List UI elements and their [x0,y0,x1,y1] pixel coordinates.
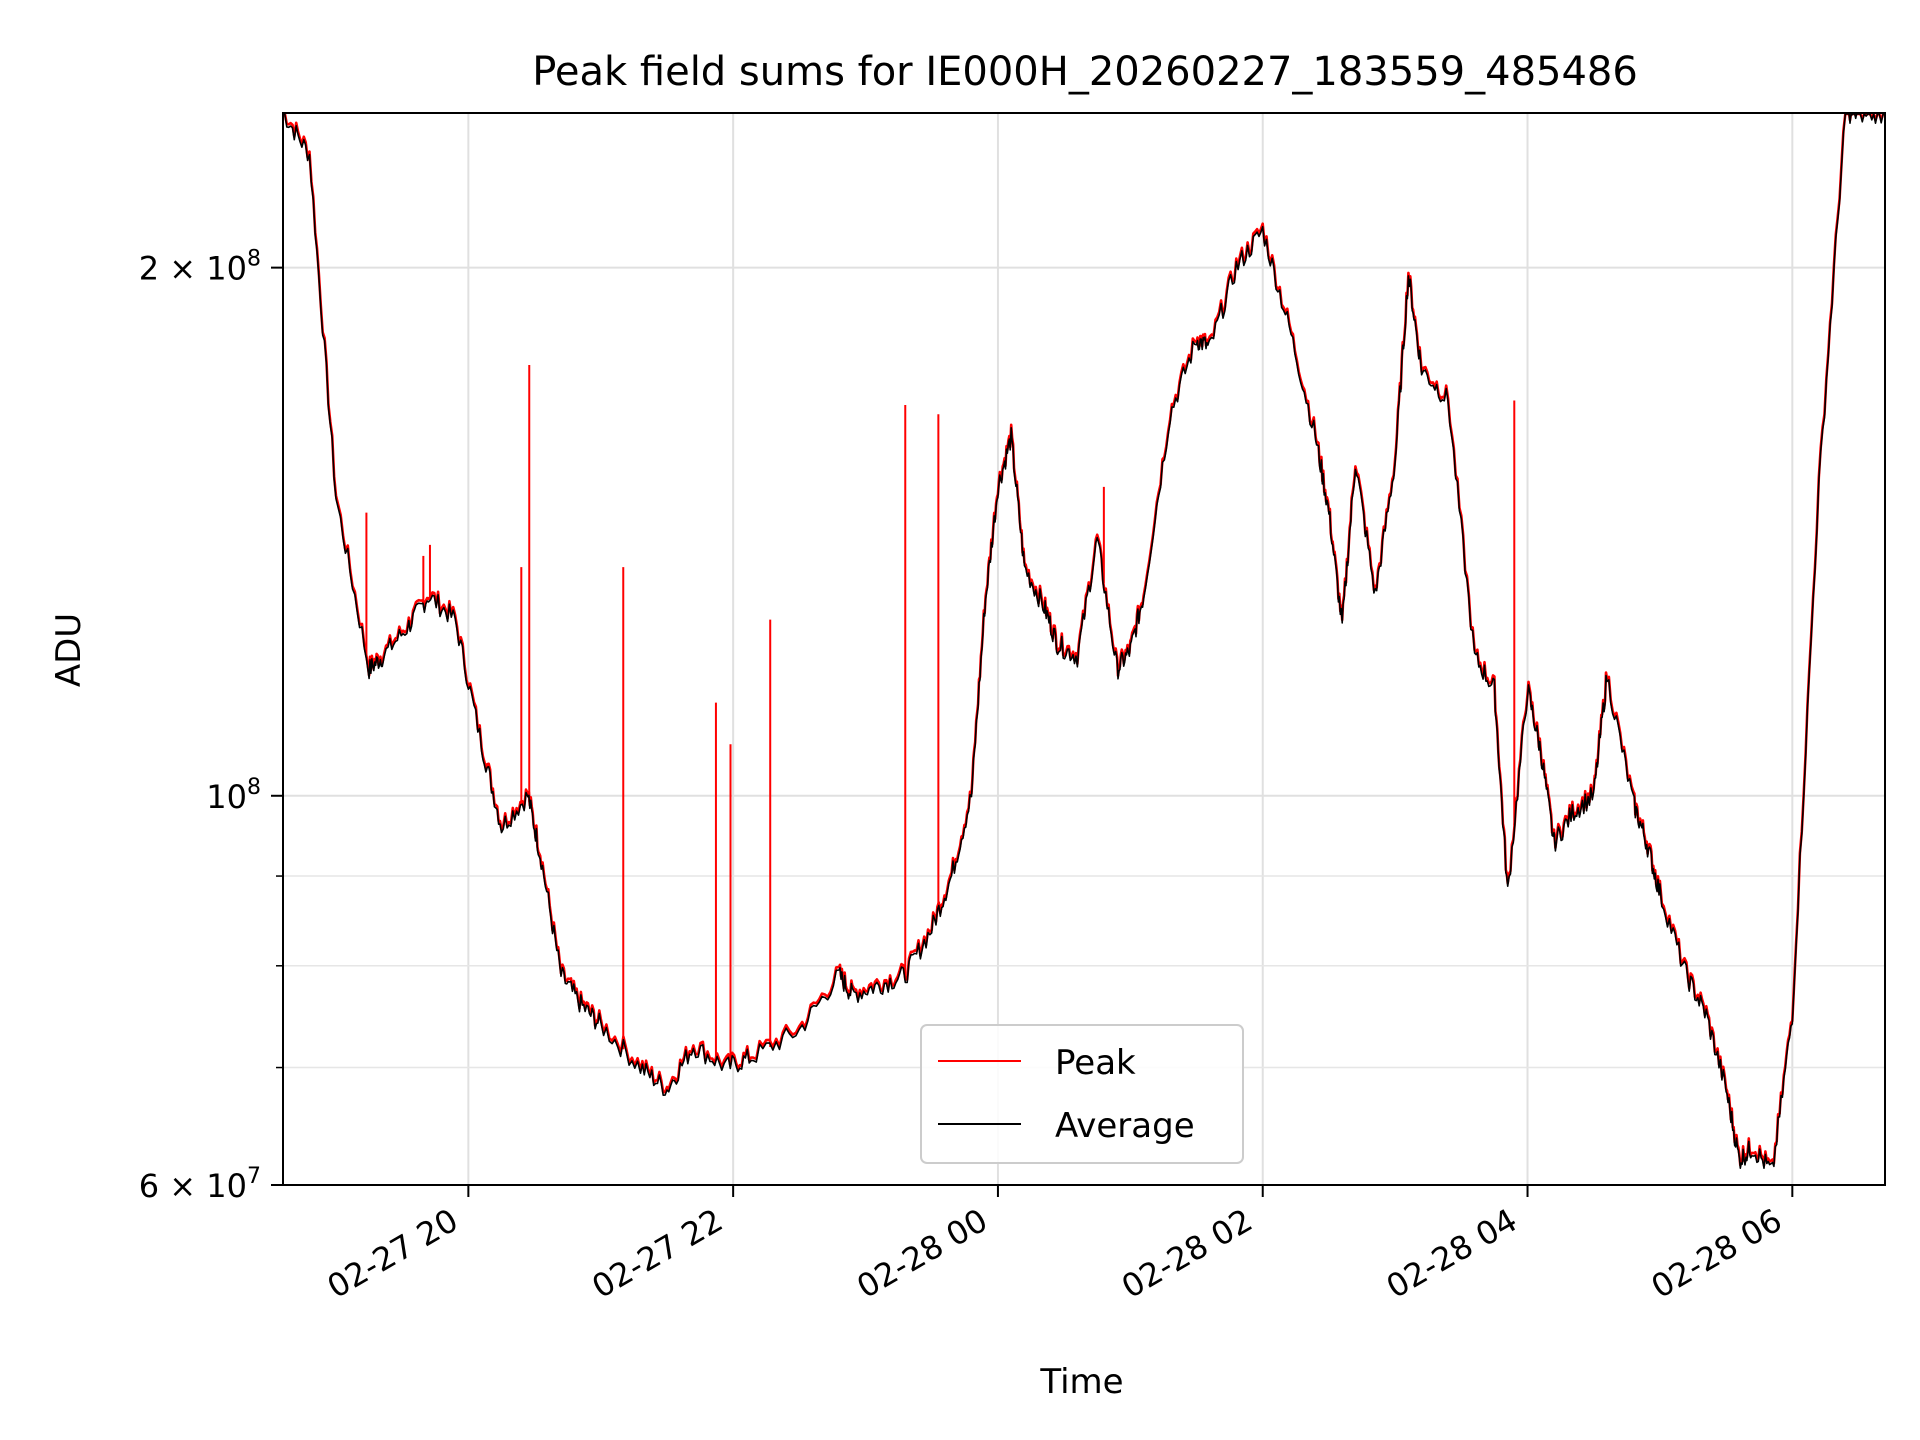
average-series-line [282,113,1885,1169]
chart-title: Peak field sums for IE000H_20260227_1835… [532,49,1638,95]
peak-spikes [365,365,1516,1066]
plot-frame [282,112,1886,1186]
y-tick-label: 2 × 108 [139,247,261,288]
legend-peak-label: Peak [1055,1043,1136,1083]
y-axis-label: ADU [49,613,89,687]
series-layer [282,112,1885,1169]
legend-average-label: Average [1055,1106,1195,1146]
y-tick-label: 108 [206,775,261,816]
x-axis-label: Time [1039,1362,1123,1402]
legend: Peak Average [920,1024,1244,1164]
y-axis-ticks: 6 × 107 108 2 × 108 [139,247,283,1205]
legend-box [920,1024,1244,1164]
y-tick-label: 6 × 107 [139,1164,261,1205]
